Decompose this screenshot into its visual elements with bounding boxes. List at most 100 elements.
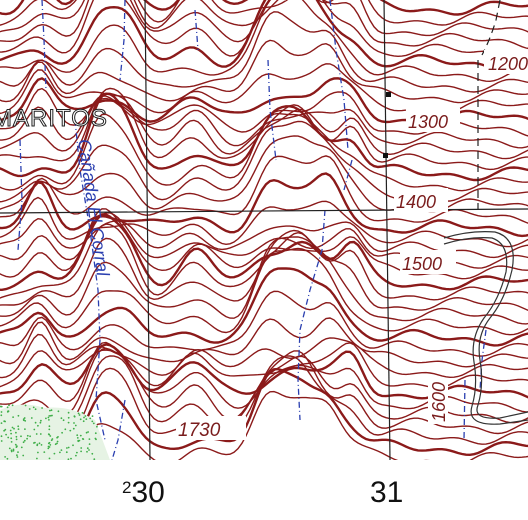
vegetation-dot (73, 428, 75, 430)
vegetation-dot (33, 407, 35, 409)
vegetation-dot (29, 408, 31, 410)
contour-label-1300: 1300 (408, 112, 448, 132)
contour-label-1730: 1730 (178, 420, 221, 441)
vegetation-dot (1, 406, 3, 408)
vegetation-dot (51, 415, 53, 417)
vegetation-dot (87, 431, 89, 433)
vegetation-dot (5, 434, 7, 436)
vegetation-dot (75, 425, 77, 427)
vegetation-dot (8, 404, 10, 406)
vegetation-dot (96, 426, 98, 428)
vegetation-dot (33, 429, 35, 431)
vegetation-dot (37, 452, 39, 454)
vegetation-dot (87, 447, 89, 449)
vegetation-dot (89, 438, 91, 440)
stream-line (195, 10, 198, 50)
vegetation-dot (79, 414, 81, 416)
vegetation-dot (82, 412, 84, 414)
vegetation-dot (16, 445, 18, 447)
vegetation-dot (56, 437, 58, 439)
vegetation-dot (61, 432, 63, 434)
vegetation-dot (16, 439, 18, 441)
vegetation-dot (17, 451, 19, 453)
vegetation-dot (76, 452, 78, 454)
vegetation-patch (0, 404, 110, 460)
vegetation-dot (11, 441, 13, 443)
map-canvas[interactable]: 1200 1300 1400 1500 1600 1730 MARITOS Ca… (0, 0, 528, 460)
vegetation-dot (15, 444, 17, 446)
building-symbols (383, 92, 391, 158)
vegetation-dot (16, 436, 18, 438)
vegetation-dot (25, 405, 27, 407)
vegetation-dot (3, 420, 5, 422)
stream-line (120, 0, 125, 80)
vegetation-dot (92, 415, 94, 417)
vegetation-dot (68, 422, 70, 424)
vegetation-dot (4, 429, 6, 431)
vegetation-dot (69, 430, 71, 432)
vegetation-dot (36, 433, 38, 435)
vegetation-dot (12, 427, 14, 429)
vegetation-dot (47, 448, 49, 450)
vegetation-dot (18, 415, 20, 417)
vegetation-dot (70, 458, 72, 460)
vegetation-dot (40, 420, 42, 422)
vegetation-dot (1, 440, 3, 442)
vegetation-dot (27, 435, 29, 437)
vegetation-dot (35, 422, 37, 424)
vegetation-dot (7, 437, 9, 439)
vegetation-dot (51, 439, 53, 441)
contour-line (0, 174, 528, 236)
vegetation-dot (0, 414, 2, 416)
vegetation-dot (8, 410, 10, 412)
easting-label-230: 230 (122, 476, 165, 510)
vegetation-dot (4, 456, 6, 458)
contour-label-1500: 1500 (402, 254, 442, 274)
vegetation-dot (21, 447, 23, 449)
vegetation-dot (48, 417, 50, 419)
vegetation-dot (48, 419, 50, 421)
vegetation-dot (41, 444, 43, 446)
vegetation-dot (20, 435, 22, 437)
vegetation-dot (13, 428, 15, 430)
vegetation-dot (31, 417, 33, 419)
vegetation-dot (24, 440, 26, 442)
vegetation-dot (91, 453, 93, 455)
easting-value-left: 30 (131, 476, 164, 509)
vegetation-dot (22, 455, 24, 457)
vegetation-dot (76, 434, 78, 436)
vegetation-dot (10, 433, 12, 435)
place-name-label: MARITOS (0, 105, 108, 132)
vegetation-dot (48, 446, 50, 448)
vegetation-dot (49, 425, 51, 427)
contour-label-1600: 1600 (429, 382, 449, 422)
vegetation-dot (57, 441, 59, 443)
vegetation-dot (36, 458, 38, 460)
contour-label-1200: 1200 (488, 54, 528, 74)
vegetation-dot (54, 453, 56, 455)
vegetation-dot (49, 444, 51, 446)
contour-line (0, 335, 528, 378)
vegetation-dot (48, 433, 50, 435)
vegetation-dot (95, 432, 97, 434)
vegetation-dot (85, 418, 87, 420)
stream-line (464, 380, 465, 440)
vegetation-dot (7, 458, 9, 460)
vegetation-dot (26, 438, 28, 440)
vegetation-dot (66, 451, 68, 453)
vegetation-dot (16, 454, 18, 456)
vegetation-dot (40, 422, 42, 424)
vegetation-dot (35, 408, 37, 410)
vegetation-dot (36, 444, 38, 446)
contour-line (0, 291, 528, 356)
vegetation-dot (89, 418, 91, 420)
vegetation-dot (95, 438, 97, 440)
vegetation-dot (68, 417, 70, 419)
vegetation-dot (49, 458, 51, 460)
vegetation-dot (73, 422, 75, 424)
vegetation-dot (93, 423, 95, 425)
vegetation-dot (49, 410, 51, 412)
vegetation-dot (24, 420, 26, 422)
vegetation-dot (64, 428, 66, 430)
